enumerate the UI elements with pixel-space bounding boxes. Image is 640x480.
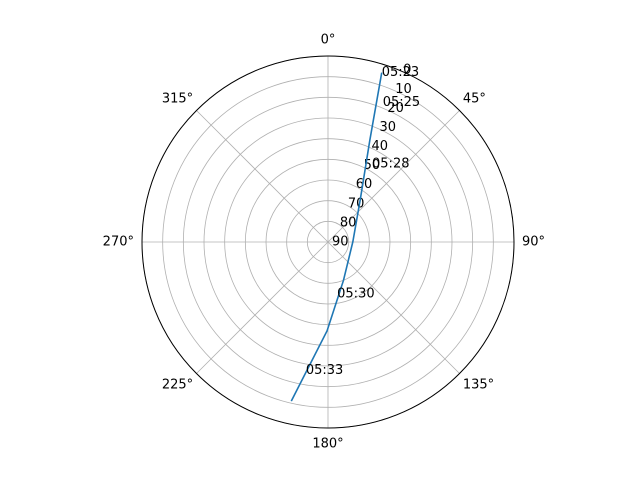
x-tick-label: 270° (103, 235, 134, 250)
grid-ring (182, 96, 474, 388)
annotation: 05:23 (382, 65, 419, 80)
grid-line (196, 110, 329, 243)
grid-ring (306, 220, 350, 264)
y-tick-label: 20 (387, 101, 404, 116)
grid-ring (224, 138, 432, 346)
x-tick-label: 0° (321, 33, 336, 48)
y-tick-label: 50 (364, 158, 381, 173)
grid-ring (203, 117, 453, 367)
y-tick-label: 10 (395, 82, 412, 97)
annotation: 05:28 (372, 156, 409, 171)
x-tick-label: 45° (463, 92, 486, 107)
grid-ring (286, 200, 370, 284)
grid-ring (244, 158, 412, 326)
y-tick-label: 60 (356, 177, 373, 192)
plot-frame (141, 55, 515, 429)
y-tick-label: 80 (340, 215, 357, 230)
grid-ring (162, 76, 494, 408)
grid-ring (265, 179, 391, 305)
x-tick-label: 135° (463, 377, 494, 392)
y-tick-label: 90 (332, 235, 349, 250)
y-tick-label: 70 (348, 196, 365, 211)
x-tick-label: 180° (312, 437, 343, 452)
annotation: 05:25 (383, 95, 420, 110)
annotation: 05:30 (337, 286, 374, 301)
grid-line (196, 241, 329, 374)
grid-line (327, 241, 460, 374)
y-tick-label: 40 (372, 139, 389, 154)
x-tick-label: 225° (162, 377, 193, 392)
x-tick-label: 90° (522, 235, 545, 250)
series-line (290, 72, 383, 402)
x-tick-label: 315° (162, 92, 193, 107)
y-tick-label: 30 (379, 120, 396, 135)
y-tick-label: 0 (403, 63, 411, 78)
grid-line (327, 110, 460, 243)
annotation: 05:33 (306, 363, 343, 378)
